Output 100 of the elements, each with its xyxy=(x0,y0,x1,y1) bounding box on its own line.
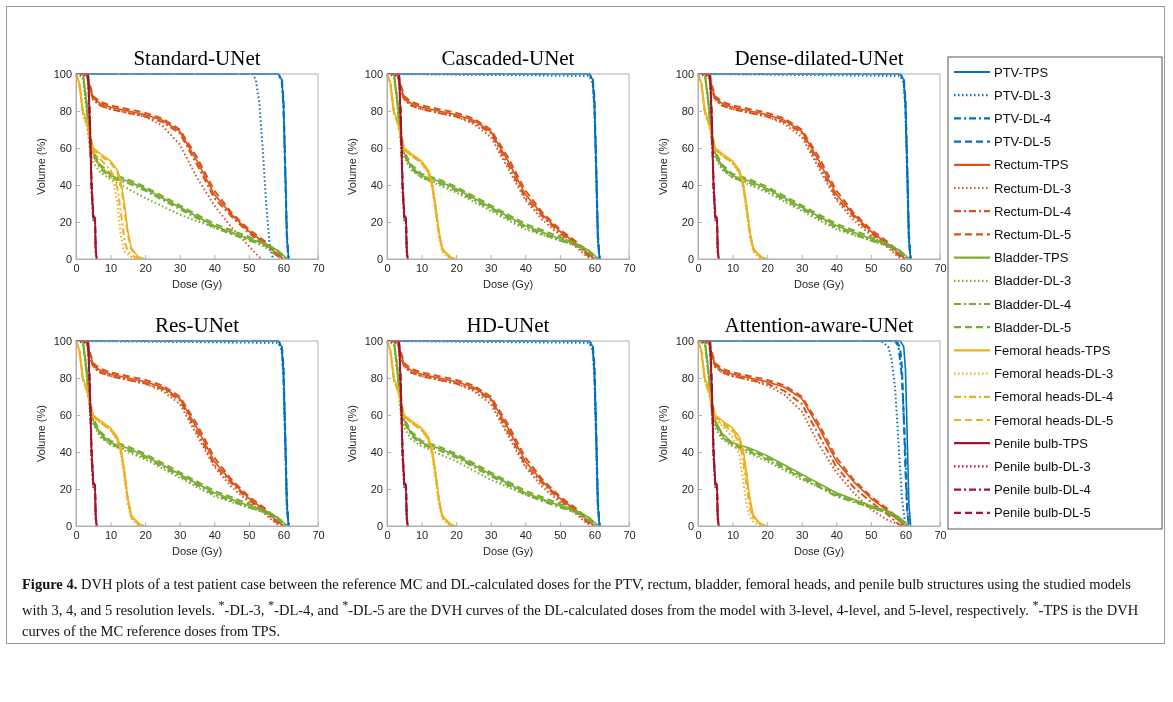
x-tick-label: 60 xyxy=(899,261,913,274)
x-tick-label: 20 xyxy=(139,528,152,541)
y-tick-label: 0 xyxy=(687,520,694,533)
y-tick-label: 100 xyxy=(53,68,72,81)
y-tick-label: 80 xyxy=(681,105,694,118)
x-tick-label: 60 xyxy=(277,261,291,274)
y-tick-label: 0 xyxy=(376,253,383,266)
x-tick-label: 50 xyxy=(554,261,567,274)
legend-label: Bladder-DL-3 xyxy=(994,273,1072,289)
legend-label: Penile bulb-DL-3 xyxy=(994,458,1091,474)
legend-label: Rectum-DL-4 xyxy=(994,203,1072,219)
x-tick-label: 10 xyxy=(726,261,740,274)
x-tick-label: 50 xyxy=(865,261,878,274)
x-tick-label: 10 xyxy=(104,261,118,274)
x-tick-label: 30 xyxy=(485,528,498,541)
x-tick-label: 0 xyxy=(73,528,80,541)
x-tick-label: 50 xyxy=(243,528,256,541)
x-tick-label: 30 xyxy=(174,528,187,541)
x-tick-label: 40 xyxy=(208,528,221,541)
x-tick-label: 50 xyxy=(554,528,567,541)
x-axis-title: Dose (Gy) xyxy=(171,545,223,557)
legend-label: Penile bulb-TPS xyxy=(994,435,1089,451)
chart-title: Attention-aware-UNet xyxy=(724,313,914,337)
y-tick-label: 20 xyxy=(681,216,694,229)
y-tick-label: 60 xyxy=(59,142,72,155)
y-tick-label: 20 xyxy=(370,483,383,496)
legend-label: Rectum-TPS xyxy=(994,157,1069,173)
y-tick-label: 60 xyxy=(681,142,694,155)
x-axis-title: Dose (Gy) xyxy=(482,278,534,290)
x-tick-label: 70 xyxy=(934,261,947,274)
x-tick-label: 30 xyxy=(796,528,809,541)
y-tick-label: 80 xyxy=(370,372,383,385)
x-axis-title: Dose (Gy) xyxy=(171,278,223,290)
x-tick-label: 0 xyxy=(384,261,391,274)
y-tick-label: 60 xyxy=(370,142,383,155)
x-tick-label: 60 xyxy=(588,261,602,274)
y-tick-label: 60 xyxy=(370,409,383,422)
x-tick-label: 40 xyxy=(830,261,843,274)
legend-label: PTV-DL-5 xyxy=(994,134,1052,150)
x-tick-label: 0 xyxy=(695,528,702,541)
y-tick-label: 20 xyxy=(59,483,72,496)
y-axis-title: Volume (%) xyxy=(346,138,358,195)
y-axis-title: Volume (%) xyxy=(657,138,669,195)
y-tick-label: 0 xyxy=(376,520,383,533)
y-tick-label: 100 xyxy=(53,335,72,348)
x-axis-title: Dose (Gy) xyxy=(793,278,845,290)
x-axis-title: Dose (Gy) xyxy=(482,545,534,557)
x-tick-label: 40 xyxy=(830,528,843,541)
x-tick-label: 60 xyxy=(277,528,291,541)
x-tick-label: 10 xyxy=(415,261,429,274)
x-tick-label: 10 xyxy=(415,528,429,541)
y-tick-label: 100 xyxy=(675,335,694,348)
y-tick-label: 80 xyxy=(681,372,694,385)
legend-label: Femoral heads-DL-4 xyxy=(994,389,1114,405)
x-tick-label: 70 xyxy=(623,261,636,274)
y-tick-label: 40 xyxy=(681,179,694,192)
y-axis-title: Volume (%) xyxy=(346,405,358,462)
y-tick-label: 0 xyxy=(65,253,72,266)
y-tick-label: 60 xyxy=(59,409,72,422)
x-tick-label: 70 xyxy=(623,528,636,541)
chart-title: Standard-UNet xyxy=(133,46,261,70)
legend-label: PTV-DL-3 xyxy=(994,87,1052,103)
y-tick-label: 40 xyxy=(59,446,72,459)
x-tick-label: 70 xyxy=(312,261,325,274)
x-tick-label: 0 xyxy=(73,261,80,274)
legend-label: Femoral heads-DL-5 xyxy=(994,412,1114,428)
legend-label: Femoral heads-TPS xyxy=(994,342,1111,358)
x-tick-label: 10 xyxy=(726,528,740,541)
y-tick-label: 100 xyxy=(364,68,383,81)
y-tick-label: 80 xyxy=(59,372,72,385)
y-tick-label: 100 xyxy=(675,68,694,81)
y-tick-label: 20 xyxy=(681,483,694,496)
x-tick-label: 0 xyxy=(384,528,391,541)
chart-title: Cascaded-UNet xyxy=(441,46,575,70)
x-tick-label: 20 xyxy=(761,261,774,274)
x-tick-label: 60 xyxy=(588,528,602,541)
x-tick-label: 50 xyxy=(243,261,256,274)
x-axis-title: Dose (Gy) xyxy=(793,545,845,557)
x-tick-label: 40 xyxy=(519,528,532,541)
x-tick-label: 30 xyxy=(485,261,498,274)
x-tick-label: 0 xyxy=(695,261,702,274)
legend-label: Rectum-DL-3 xyxy=(994,180,1072,196)
chart-title: HD-UNet xyxy=(466,313,550,337)
y-tick-label: 80 xyxy=(370,105,383,118)
legend-label: Bladder-DL-5 xyxy=(994,319,1072,335)
y-axis-title: Volume (%) xyxy=(35,405,47,462)
y-tick-label: 40 xyxy=(59,179,72,192)
x-tick-label: 30 xyxy=(174,261,187,274)
legend-label: PTV-TPS xyxy=(994,64,1049,80)
x-tick-label: 40 xyxy=(519,261,532,274)
legend-label: Penile bulb-DL-4 xyxy=(994,482,1091,498)
chart-title: Res-UNet xyxy=(155,313,240,337)
x-tick-label: 30 xyxy=(796,261,809,274)
chart-title: Dense-dilated-UNet xyxy=(734,46,904,70)
legend-label: Bladder-DL-4 xyxy=(994,296,1072,312)
y-axis-title: Volume (%) xyxy=(657,405,669,462)
x-tick-label: 10 xyxy=(104,528,118,541)
x-tick-label: 20 xyxy=(139,261,152,274)
y-tick-label: 80 xyxy=(59,105,72,118)
y-tick-label: 60 xyxy=(681,409,694,422)
